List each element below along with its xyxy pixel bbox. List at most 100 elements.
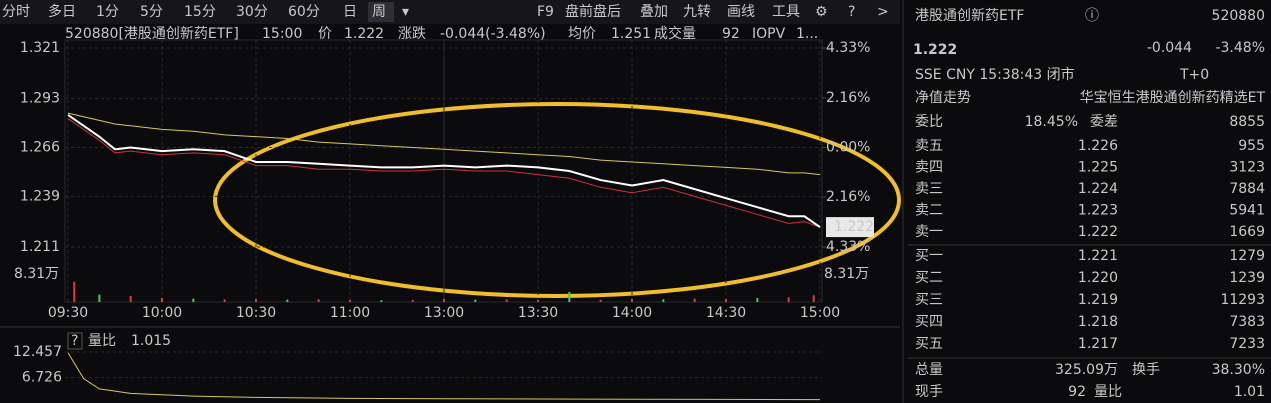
book-volume: 1279 <box>1229 248 1265 264</box>
tab[interactable]: ▾ <box>402 4 409 20</box>
header-time: 15:00 <box>262 26 302 42</box>
y-tick-label: 1.321 <box>20 40 60 56</box>
book-label: 买二 <box>915 270 943 286</box>
tool[interactable]: F9 <box>537 4 554 20</box>
q-ratio-label: 量比 <box>1094 384 1122 400</box>
header-price: 1.222 <box>344 26 384 42</box>
volume-bar <box>349 299 351 302</box>
volume-bar <box>443 298 445 302</box>
x-tick-label: 13:30 <box>518 305 558 321</box>
volume-label-right: 8.31万 <box>824 266 869 282</box>
volume-bar <box>73 281 76 302</box>
info[interactable]: ⓘ <box>1085 8 1099 24</box>
header-iopv: 1... <box>796 26 818 42</box>
volume-bar <box>192 298 195 302</box>
header-code: 520880[港股通创新药ETF] <box>65 26 239 42</box>
tab[interactable]: 1分 <box>96 4 119 20</box>
x-tick-label: 15:00 <box>800 305 840 321</box>
tab[interactable]: 5分 <box>140 4 163 20</box>
tool[interactable]: 工具 <box>772 4 800 20</box>
bid-ratio: 18.45% <box>1025 114 1078 130</box>
tab[interactable]: 60分 <box>288 4 320 20</box>
book-label: 买五 <box>915 336 943 352</box>
x-tick-label: 14:00 <box>612 305 652 321</box>
book-label: 卖二 <box>915 203 943 219</box>
y-tick-label: 1.293 <box>20 91 60 107</box>
book-label: 买三 <box>915 292 943 308</box>
turnover-label: 换手 <box>1132 361 1160 378</box>
book-price: 1.217 <box>1078 336 1118 352</box>
tool[interactable]: 盘前盘后 <box>565 3 621 20</box>
ratio-value: 1.015 <box>131 333 171 349</box>
volume-bar <box>787 297 790 302</box>
ratio-line <box>67 352 821 401</box>
volume-bar <box>631 298 633 302</box>
ratio-label: 量比 <box>88 333 116 349</box>
bid-ratio-label: 委比 <box>915 114 943 130</box>
book-label: 卖四 <box>915 160 943 176</box>
volume-bar <box>317 299 320 302</box>
y-tick-label: 1.266 <box>20 140 60 156</box>
price-line <box>67 112 821 176</box>
header-change: -0.044(-3.48%) <box>440 26 546 42</box>
volume-bar <box>812 295 815 302</box>
y2-tick-label: 4.33% <box>826 239 870 255</box>
volume-bar <box>474 299 477 302</box>
y2-tick-label: 2.16% <box>826 90 870 106</box>
tool[interactable]: 画线 <box>727 4 755 20</box>
volume-bar <box>380 300 383 302</box>
book-label: 买四 <box>915 314 943 330</box>
t0: T+0 <box>1179 67 1209 83</box>
tab[interactable]: 日 <box>343 4 357 20</box>
volume-bar <box>98 294 101 302</box>
fund-fullname: 华宝恒生港股通创新药精选ET <box>1080 90 1266 106</box>
book-volume: 1239 <box>1229 270 1265 286</box>
y2-tick-label: 4.33% <box>826 40 870 56</box>
volume-bar <box>537 299 539 302</box>
help[interactable]: ? <box>71 333 78 349</box>
nav-label[interactable]: 净值走势 <box>915 90 971 106</box>
toolbar <box>0 0 900 24</box>
last-price: 1.222 <box>834 219 874 235</box>
turnover: 38.30% <box>1212 362 1265 378</box>
volume-bar <box>286 299 289 302</box>
tab[interactable]: 分时 <box>2 4 30 20</box>
fund-name: 港股通创新药ETF <box>915 8 1024 24</box>
tool[interactable]: ? <box>848 4 855 20</box>
book-volume: 1669 <box>1229 224 1265 240</box>
book-price: 1.225 <box>1078 160 1118 176</box>
meta: SSE CNY 15:38:43 闭市 <box>915 66 1075 83</box>
book-volume: 11293 <box>1220 292 1265 308</box>
x-tick-label: 11:00 <box>330 305 370 321</box>
book-price: 1.221 <box>1078 248 1118 264</box>
book-label: 卖五 <box>915 138 943 154</box>
volume-bar <box>725 298 727 302</box>
header-price-label: 价 <box>318 26 332 42</box>
book-price: 1.219 <box>1078 292 1118 308</box>
help-box <box>67 332 83 350</box>
book-volume: 7233 <box>1229 336 1265 352</box>
tab[interactable]: 周 <box>372 4 386 20</box>
book-price: 1.218 <box>1078 314 1118 330</box>
y2-tick-label: 2.16% <box>826 189 870 205</box>
tab[interactable]: 30分 <box>236 4 268 20</box>
x-tick-label: 13:00 <box>424 305 464 321</box>
tool[interactable]: 九转 <box>683 4 711 20</box>
header-iopv-label: IOPV <box>752 26 786 42</box>
tab[interactable]: 多日 <box>48 3 76 20</box>
y-tick-label: 1.239 <box>20 188 60 204</box>
tab-active <box>368 2 394 22</box>
tab[interactable]: 15分 <box>184 4 216 20</box>
volume-bar <box>411 299 414 302</box>
tool[interactable]: > <box>877 4 889 20</box>
volume-label: 8.31万 <box>14 266 59 282</box>
tool[interactable]: ⚙ <box>815 4 828 20</box>
x-tick-label: 10:30 <box>236 305 276 321</box>
book-volume: 3123 <box>1229 160 1265 176</box>
total-label: 总量 <box>915 362 943 378</box>
volume-bar <box>223 299 226 302</box>
x-tick-label: 10:00 <box>142 305 182 321</box>
tool[interactable]: 叠加 <box>640 4 668 20</box>
